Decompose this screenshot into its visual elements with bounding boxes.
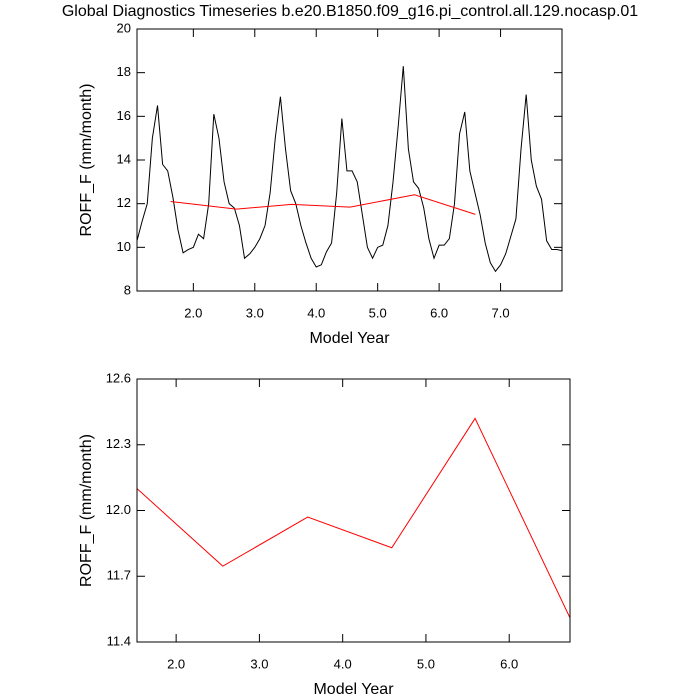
y-axis-label: ROFF_F (mm/month) (78, 434, 95, 587)
y-tick-label: 12 (117, 195, 131, 210)
series-line (137, 417, 570, 619)
x-tick-label: 3.0 (246, 305, 264, 320)
x-tick-label: 7.0 (492, 305, 510, 320)
series-line (137, 66, 562, 273)
x-tick-label: 4.0 (334, 656, 352, 671)
x-tick-label: 5.0 (369, 305, 387, 320)
series-line (170, 194, 476, 215)
plot-frame (136, 28, 563, 292)
y-tick-label: 11.7 (107, 568, 131, 583)
y-tick-label: 10 (117, 239, 131, 254)
x-axis-label: Model Year (309, 330, 390, 347)
y-tick-label: 12.3 (106, 436, 131, 451)
x-axis-label: Model Year (313, 681, 394, 698)
y-tick-label: 12.6 (106, 370, 131, 385)
y-axis-label: ROFF_F (mm/month) (78, 84, 95, 237)
y-tick-label: 20 (117, 20, 131, 35)
x-tick-label: 6.0 (430, 305, 448, 320)
y-tick-label: 16 (117, 108, 131, 123)
y-tick-label: 12.0 (106, 502, 131, 517)
y-tick-label: 18 (117, 64, 131, 79)
y-tick-label: 11.4 (107, 633, 131, 648)
x-tick-label: 2.0 (167, 656, 185, 671)
x-tick-label: 6.0 (500, 656, 518, 671)
x-tick-label: 5.0 (417, 656, 435, 671)
x-tick-label: 2.0 (184, 305, 202, 320)
plot-frame (136, 378, 571, 643)
x-tick-label: 3.0 (250, 656, 268, 671)
plot-area (137, 66, 562, 273)
chart-title: Global Diagnostics Timeseries b.e20.B185… (62, 3, 638, 20)
x-tick-label: 4.0 (307, 305, 325, 320)
plot-area (137, 417, 570, 619)
y-tick-label: 8 (124, 282, 131, 297)
y-tick-label: 14 (117, 151, 131, 166)
